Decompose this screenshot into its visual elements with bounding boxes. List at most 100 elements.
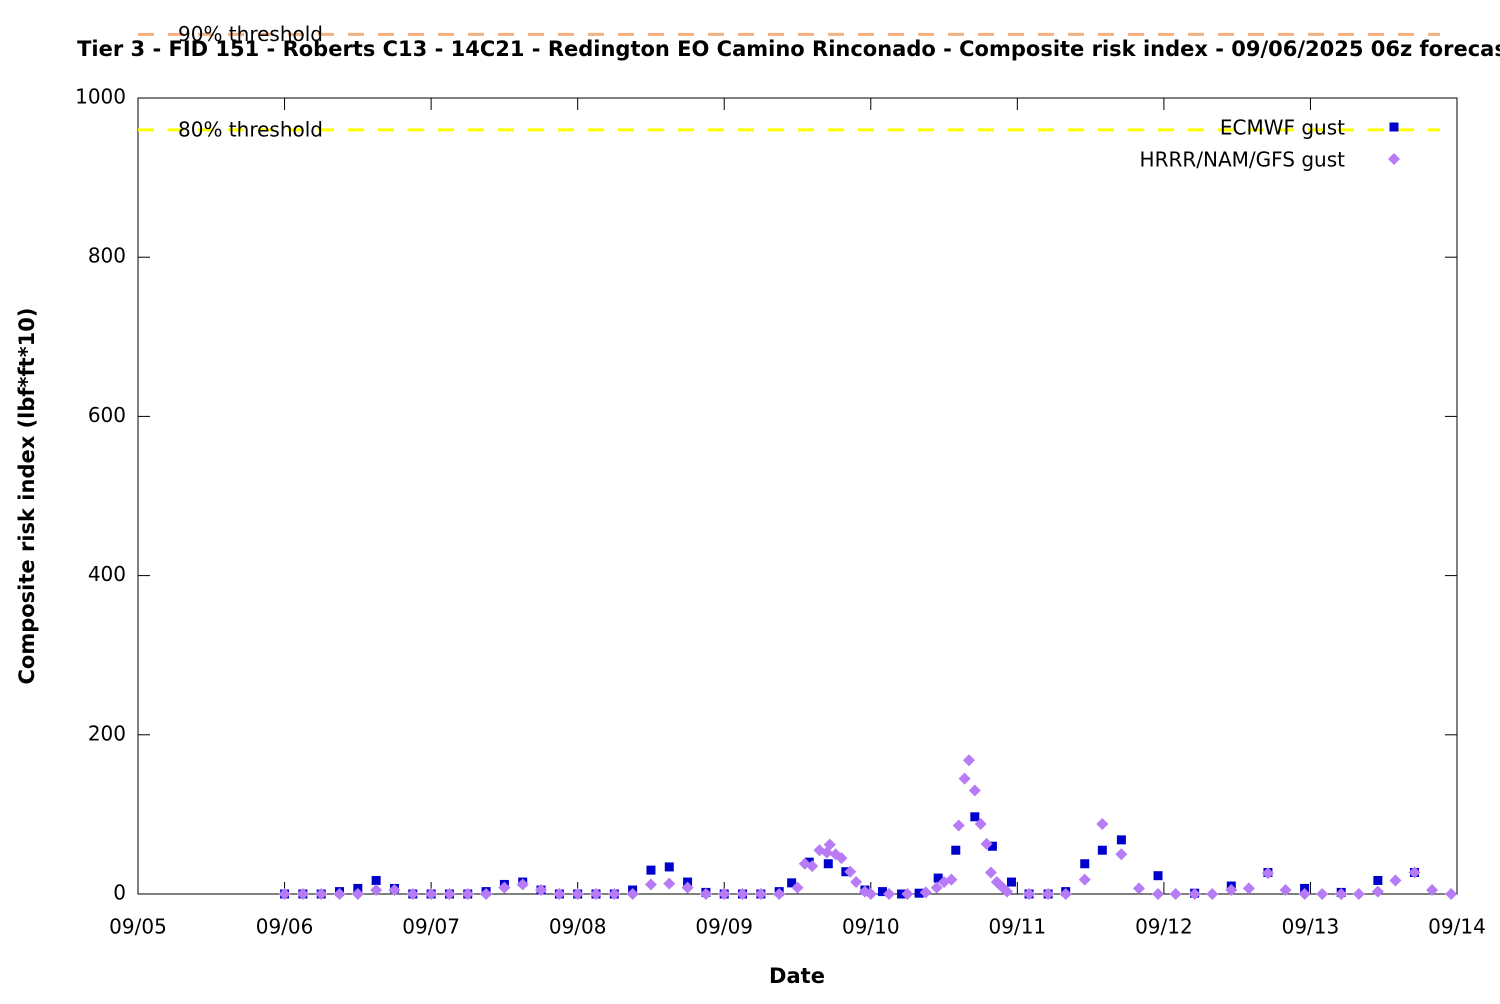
data-point	[1373, 875, 1383, 885]
x-tick-label: 09/11	[989, 915, 1047, 939]
data-point	[1316, 888, 1329, 900]
threshold-label: 80% threshold	[178, 117, 323, 141]
chart-title: Tier 3 - FID 151 - Roberts C13 - 14C21 -…	[77, 37, 1500, 61]
data-point	[1188, 888, 1201, 900]
data-point	[553, 888, 566, 900]
data-point	[1445, 888, 1458, 900]
data-point	[443, 888, 456, 900]
data-point	[699, 888, 712, 900]
data-point	[663, 877, 676, 890]
data-point	[333, 888, 346, 900]
data-point	[878, 887, 888, 897]
data-point	[589, 888, 602, 900]
data-point	[681, 881, 694, 894]
data-point	[644, 878, 657, 891]
data-point	[718, 888, 731, 900]
data-point	[968, 784, 981, 797]
data-point	[787, 878, 797, 888]
data-point	[608, 888, 621, 900]
x-tick-label: 09/08	[549, 915, 607, 939]
data-point	[901, 888, 914, 900]
data-point	[498, 881, 511, 894]
data-point	[835, 852, 848, 865]
y-axis-label: Composite risk index (lbf*ft*10)	[15, 307, 39, 684]
data-point	[626, 888, 639, 900]
data-point	[1097, 845, 1107, 855]
data-point	[806, 860, 819, 873]
data-point	[864, 888, 877, 900]
data-point	[1242, 882, 1255, 895]
data-point	[974, 817, 987, 830]
data-point	[406, 888, 419, 900]
data-point	[914, 888, 924, 898]
data-point	[664, 862, 674, 872]
data-point	[1279, 884, 1292, 897]
data-point	[952, 819, 965, 832]
data-point	[980, 837, 993, 850]
data-point	[1152, 888, 1165, 900]
y-tick-label: 400	[88, 562, 126, 586]
data-point	[370, 884, 383, 897]
legend-label: HRRR/NAM/GFS gust	[1140, 148, 1346, 172]
data-point	[773, 888, 786, 900]
y-tick-label: 600	[88, 403, 126, 427]
data-point	[1206, 888, 1219, 900]
data-point	[296, 888, 309, 900]
data-point	[315, 888, 328, 900]
x-tick-label: 09/12	[1135, 915, 1193, 939]
data-point	[1408, 866, 1421, 879]
data-point	[883, 888, 896, 900]
data-point	[1042, 888, 1055, 900]
data-point	[844, 865, 857, 878]
data-point	[388, 884, 401, 897]
data-point	[1169, 888, 1182, 900]
x-tick-label: 09/09	[695, 915, 753, 939]
legend-label: ECMWF gust	[1220, 116, 1345, 140]
data-point	[1352, 888, 1365, 900]
legend-marker	[1389, 122, 1399, 132]
data-point	[970, 812, 980, 822]
x-tick-label: 09/05	[109, 915, 167, 939]
data-point	[1335, 888, 1348, 900]
data-point	[984, 866, 997, 879]
data-point	[823, 838, 836, 851]
y-tick-label: 0	[113, 881, 126, 905]
data-point	[736, 888, 749, 900]
data-point	[1023, 888, 1036, 900]
data-point	[1096, 817, 1109, 830]
threshold-label: 90% threshold	[178, 22, 323, 46]
data-point	[571, 888, 584, 900]
x-tick-label: 09/06	[256, 915, 314, 939]
data-point	[962, 754, 975, 767]
x-tick-label: 09/07	[402, 915, 460, 939]
data-point	[1115, 848, 1128, 861]
data-point	[1389, 874, 1402, 887]
data-point	[1006, 877, 1016, 887]
data-point	[987, 841, 997, 851]
plot-frame	[137, 97, 1458, 895]
data-point	[1059, 888, 1072, 900]
data-point	[791, 881, 804, 894]
x-tick-label: 09/10	[842, 915, 900, 939]
data-point	[919, 886, 932, 899]
x-axis-label: Date	[769, 964, 825, 988]
data-point	[1080, 859, 1090, 869]
data-point	[958, 772, 971, 785]
data-point	[1078, 873, 1091, 886]
legend-marker	[1388, 153, 1400, 165]
data-point	[278, 888, 291, 900]
data-point	[1371, 885, 1384, 898]
data-point	[850, 876, 863, 889]
data-point	[1132, 882, 1145, 895]
y-tick-label: 800	[88, 244, 126, 268]
data-point	[371, 875, 381, 885]
data-point	[425, 888, 438, 900]
data-point	[945, 873, 958, 886]
data-point	[351, 888, 364, 900]
data-point	[951, 845, 961, 855]
data-point	[1298, 888, 1311, 900]
data-point	[516, 878, 529, 891]
data-point	[1116, 835, 1126, 845]
